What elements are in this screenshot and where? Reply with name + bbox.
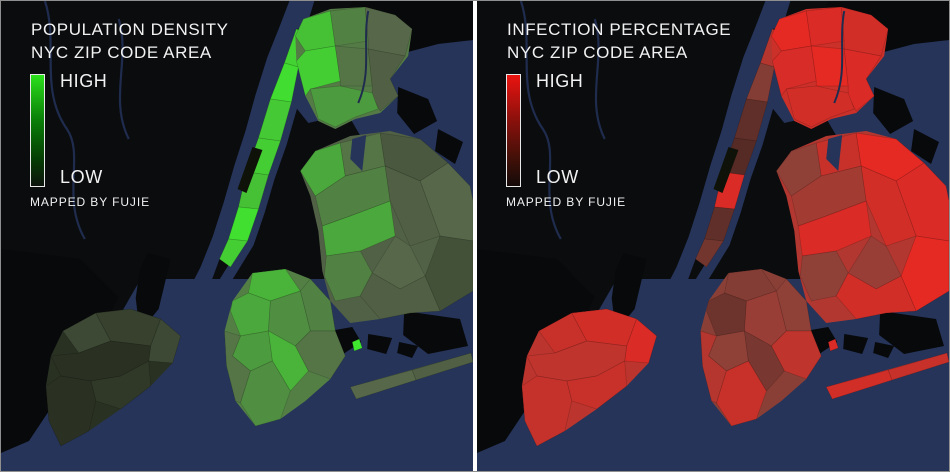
zip-region-k7 [267, 330, 309, 392]
borough-brooklyn [224, 268, 346, 427]
borough-staten-island [521, 308, 658, 447]
non-nyc-land [435, 129, 464, 164]
zip-region-k2 [299, 278, 336, 332]
non-nyc-land [879, 311, 945, 354]
non-nyc-land [397, 87, 438, 134]
non-nyc-land [135, 253, 171, 332]
bronx-river [357, 10, 370, 104]
non-nyc-land [397, 342, 419, 358]
central-park [237, 147, 263, 193]
east-river [693, 35, 793, 288]
waterway-creek [117, 18, 130, 140]
zip-region-b6 [843, 48, 882, 112]
central-park [713, 147, 739, 193]
borough-rockaway [825, 352, 949, 400]
zip-region-k9 [716, 360, 767, 427]
zip-region-q6 [860, 165, 917, 247]
borough-rockaway [349, 352, 473, 400]
zip-region-b2 [805, 6, 845, 47]
zip-region-r2 [887, 352, 949, 381]
zip-region-s3 [624, 318, 658, 364]
waterway-creek [43, 1, 86, 240]
zip-region-s6 [521, 375, 573, 447]
zip-region-k7 [743, 330, 785, 392]
zip-region-k9 [240, 360, 291, 427]
zip-region-s3 [148, 318, 182, 364]
borough-bronx [294, 6, 413, 129]
water-body [657, 1, 791, 315]
east-river [217, 35, 317, 288]
population-density-map [1, 1, 473, 471]
zip-region-bc [827, 338, 839, 352]
non-nyc-land [911, 129, 940, 164]
waterway-creek [519, 1, 562, 240]
zip-region-m7 [219, 238, 249, 268]
borough-queens [775, 131, 949, 323]
non-nyc-land [611, 253, 647, 332]
zip-region-r2 [411, 352, 473, 381]
non-nyc-land [873, 87, 914, 134]
bay-inlet [350, 135, 367, 171]
zip-region-b2 [329, 6, 369, 47]
non-nyc-land [843, 334, 869, 354]
bay-inlet [826, 135, 843, 171]
panel-infection-percentage: INFECTION PERCENTAGE NYC ZIP CODE AREA H… [477, 1, 949, 471]
waterway-creek [593, 18, 606, 140]
zip-region-s6 [45, 375, 97, 447]
zip-region-b5 [810, 45, 849, 87]
zip-region-bc [351, 338, 363, 352]
borough-broad-channel [827, 338, 839, 352]
infection-percentage-map [477, 1, 949, 471]
zip-region-m7 [695, 238, 725, 268]
borough-staten-island [45, 308, 182, 447]
water-body [181, 1, 315, 315]
panel-divider [473, 1, 477, 471]
non-nyc-land [367, 334, 393, 354]
bronx-river [833, 10, 846, 104]
zip-region-q11 [359, 272, 441, 320]
zip-region-q6 [384, 165, 441, 247]
borough-queens [299, 131, 473, 323]
panel-population-density: POPULATION DENSITY NYC ZIP CODE AREA HIG… [1, 1, 473, 471]
borough-brooklyn [700, 268, 822, 427]
zip-region-b5 [334, 45, 373, 87]
zip-region-q11 [835, 272, 917, 320]
non-nyc-land [873, 342, 895, 358]
zip-region-b6 [367, 48, 406, 112]
borough-broad-channel [351, 338, 363, 352]
non-nyc-land [403, 311, 469, 354]
zip-region-k2 [775, 278, 812, 332]
